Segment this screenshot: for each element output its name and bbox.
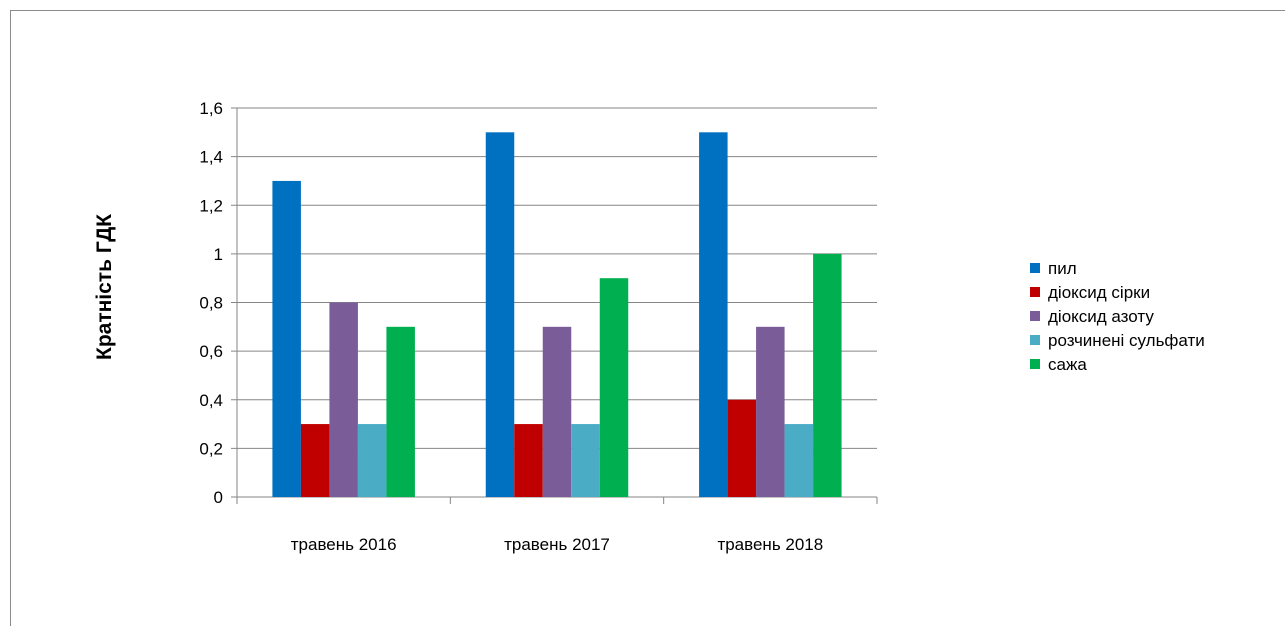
y-axis-label: Кратність ГДК: [93, 214, 116, 360]
bar: [329, 302, 358, 497]
x-axis-ticks: травень 2016 травень 2017 травень 2018: [236, 497, 878, 554]
legend-label: сажа: [1048, 355, 1087, 374]
y-tick-label: 0,6: [199, 342, 223, 361]
legend-swatch: [1030, 335, 1040, 345]
y-tick-label: 0,2: [199, 439, 223, 458]
y-tick-label: 1,6: [199, 99, 223, 118]
y-tick-label: 0: [214, 488, 223, 507]
bars: [272, 132, 842, 497]
legend: пил діоксид сірки діоксид азоту розчинені с…: [1030, 259, 1205, 374]
y-tick-label: 0,8: [199, 294, 223, 313]
x-tick-label: травень 2018: [717, 535, 823, 554]
bar: [699, 132, 728, 497]
bar: [386, 326, 415, 497]
legend-label: діоксид сірки: [1048, 283, 1150, 302]
bar: [357, 424, 387, 497]
bar: [272, 180, 301, 497]
bar: [599, 278, 629, 497]
legend-label: діоксид азоту: [1048, 307, 1154, 326]
bar: [485, 132, 515, 497]
x-tick-label: травень 2016: [291, 535, 397, 554]
y-axis-ticks: 0 0,2 0,4 0,6 0,8 1 1,2 1,4 1,6: [199, 99, 237, 507]
bar: [571, 424, 600, 497]
legend-swatch: [1030, 287, 1040, 297]
bar: [784, 424, 814, 497]
chart-frame: [10, 10, 1285, 626]
y-tick-label: 0,4: [199, 391, 223, 410]
legend-swatch: [1030, 359, 1040, 369]
bar: [514, 424, 543, 497]
legend-swatch: [1030, 263, 1040, 273]
x-tick-label: травень 2017: [504, 535, 610, 554]
legend-label: розчинені сульфати: [1048, 331, 1205, 350]
legend-swatch: [1030, 311, 1040, 321]
bar: [727, 399, 757, 497]
legend-label: пил: [1048, 259, 1077, 278]
y-tick-label: 1: [214, 245, 223, 264]
y-tick-label: 1,2: [199, 196, 223, 215]
y-tick-label: 1,4: [199, 148, 223, 167]
bar: [756, 326, 785, 497]
bar: [300, 424, 330, 497]
bar: [813, 253, 842, 497]
bar: [542, 326, 572, 497]
